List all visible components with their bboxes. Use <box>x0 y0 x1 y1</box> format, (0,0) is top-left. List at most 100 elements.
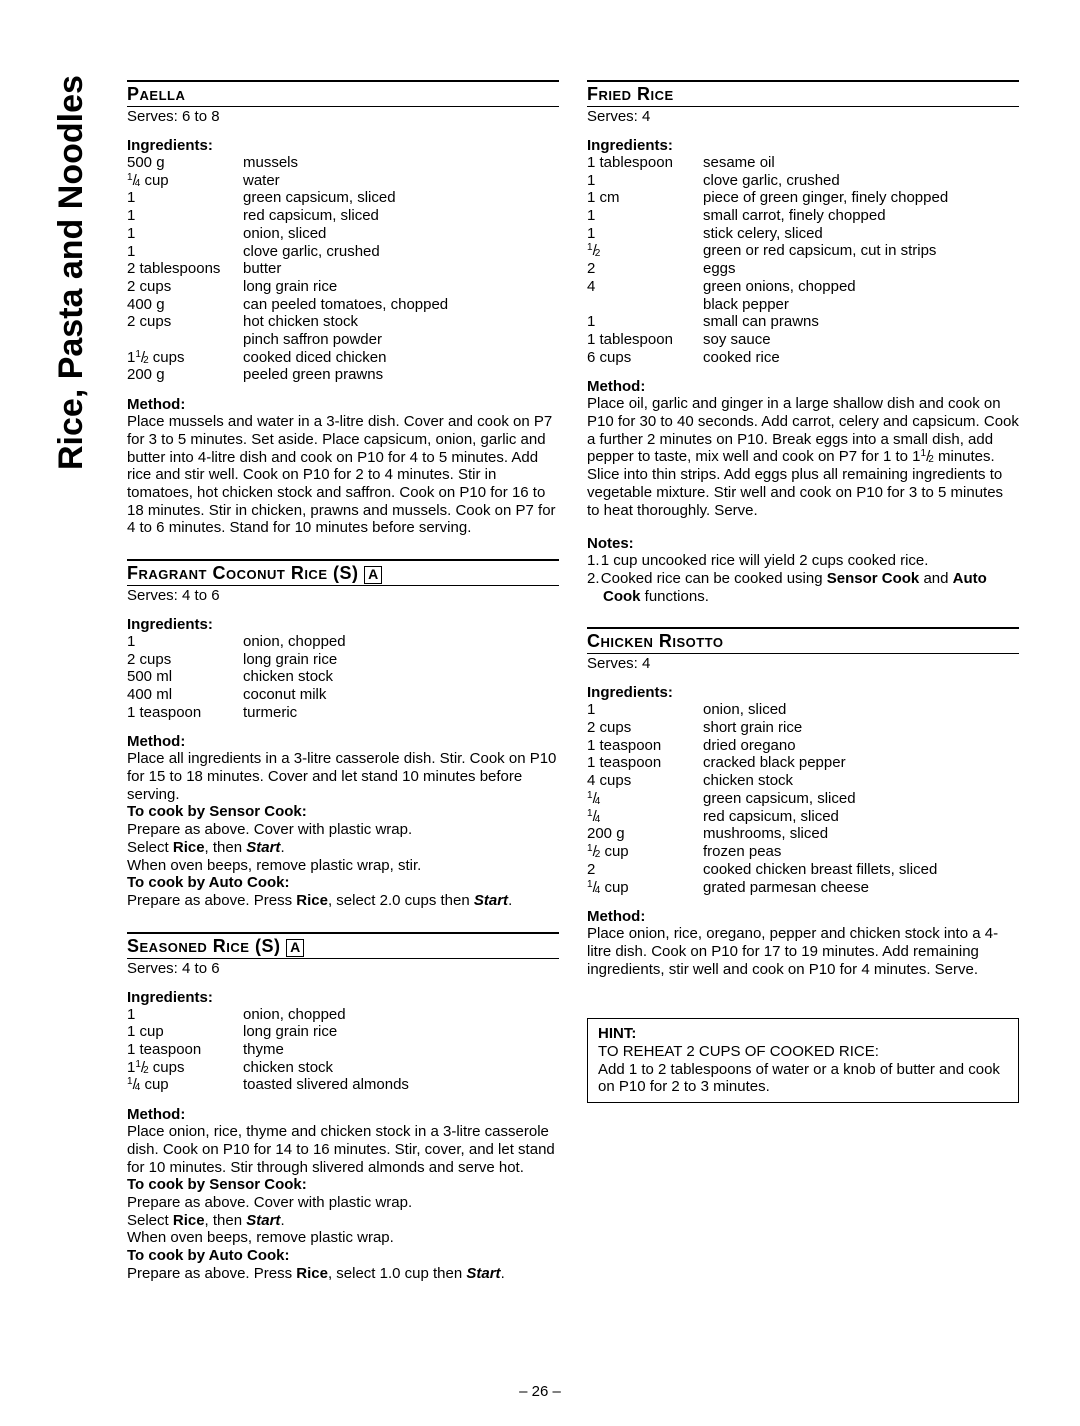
method-line: Prepare as above. Cover with plastic wra… <box>127 821 559 839</box>
ingredients-label: Ingredients: <box>127 616 559 633</box>
ingredient-item: clove garlic, crushed <box>703 172 1019 190</box>
recipe-coconut-rice: Fragrant Coconut Rice (S) A Serves: 4 to… <box>127 559 559 910</box>
ingredient-item: cracked black pepper <box>703 754 1019 772</box>
ingredient-qty: 2 tablespoons <box>127 260 243 278</box>
ingredient-item: long grain rice <box>243 1023 559 1041</box>
hint-line: Add 1 to 2 tablespoons of water or a kno… <box>598 1061 1008 1096</box>
recipe-title: Seasoned Rice (S) A <box>127 936 304 957</box>
title-rule: Seasoned Rice (S) A <box>127 932 559 959</box>
method-text: Place oil, garlic and ginger in a large … <box>587 395 1019 519</box>
side-category-tab: Rice, Pasta and Noodles <box>52 75 91 470</box>
method-label: Method: <box>587 378 1019 395</box>
auto-cook-icon: A <box>364 566 382 584</box>
ingredient-item: long grain rice <box>243 278 559 296</box>
ingredient-item: cooked diced chicken <box>243 349 559 367</box>
ingredient-item: frozen peas <box>703 843 1019 861</box>
auto-cook-icon: A <box>286 939 304 957</box>
ingredient-qty: 4 <box>587 278 703 296</box>
ingredient-item: green onions, chopped <box>703 278 1019 296</box>
ingredients-list: 1onion, chopped2 cupslong grain rice500 … <box>127 633 559 721</box>
hint-line: TO REHEAT 2 CUPS OF COOKED RICE: <box>598 1043 1008 1061</box>
auto-cook-label: To cook by Auto Cook: <box>127 874 559 892</box>
ingredient-item: chicken stock <box>703 772 1019 790</box>
title-rule: Paella <box>127 80 559 107</box>
serves: Serves: 4 <box>587 655 1019 672</box>
ingredient-qty: 1 <box>587 701 703 719</box>
ingredient-qty: 200 g <box>127 366 243 384</box>
serves: Serves: 6 to 8 <box>127 108 559 125</box>
ingredients-label: Ingredients: <box>587 137 1019 154</box>
ingredient-qty: 2 <box>587 861 703 879</box>
ingredient-item: black pepper <box>703 296 1019 314</box>
recipe-paella: Paella Serves: 6 to 8 Ingredients: 500 g… <box>127 80 559 537</box>
ingredient-item: small carrot, finely chopped <box>703 207 1019 225</box>
ingredient-qty: 1 <box>127 189 243 207</box>
ingredients-label: Ingredients: <box>127 137 559 154</box>
ingredient-qty: 1 cm <box>587 189 703 207</box>
ingredient-qty: 1 <box>127 207 243 225</box>
ingredient-qty: 1 teaspoon <box>587 737 703 755</box>
ingredient-item: red capsicum, sliced <box>703 808 1019 826</box>
recipe-title: Fried Rice <box>587 84 674 105</box>
method-line: Place all ingredients in a 3-litre casse… <box>127 750 559 803</box>
ingredient-qty: 1 tablespoon <box>587 154 703 172</box>
method-line: When oven beeps, remove plastic wrap. <box>127 1229 559 1247</box>
ingredient-qty: 1 <box>587 207 703 225</box>
ingredient-item: clove garlic, crushed <box>243 243 559 261</box>
ingredient-item: cooked rice <box>703 349 1019 367</box>
ingredient-item: turmeric <box>243 704 559 722</box>
ingredient-item: long grain rice <box>243 651 559 669</box>
ingredient-qty: 400 ml <box>127 686 243 704</box>
method-paragraph: Place onion, rice, oregano, pepper and c… <box>587 925 1019 978</box>
ingredient-item: hot chicken stock <box>243 313 559 331</box>
ingredients-label: Ingredients: <box>127 989 559 1006</box>
notes-list: 1. 1 cup uncooked rice will yield 2 cups… <box>587 552 1019 605</box>
method-text: Place all ingredients in a 3-litre casse… <box>127 750 559 909</box>
ingredient-item: onion, chopped <box>243 633 559 651</box>
ingredient-item: onion, chopped <box>243 1006 559 1024</box>
method-line: Prepare as above. Press Rice, select 2.0… <box>127 892 559 910</box>
ingredient-qty <box>127 331 243 349</box>
ingredient-item: short grain rice <box>703 719 1019 737</box>
ingredients-label: Ingredients: <box>587 684 1019 701</box>
ingredient-qty: 2 cups <box>127 313 243 331</box>
ingredient-item: green capsicum, sliced <box>243 189 559 207</box>
title-rule: Fragrant Coconut Rice (S) A <box>127 559 559 586</box>
ingredient-item: toasted slivered almonds <box>243 1076 559 1094</box>
ingredient-item: coconut milk <box>243 686 559 704</box>
hint-box: HINT: TO REHEAT 2 CUPS OF COOKED RICE: A… <box>587 1018 1019 1103</box>
method-text: Place mussels and water in a 3-litre dis… <box>127 413 559 537</box>
serves: Serves: 4 to 6 <box>127 587 559 604</box>
ingredient-qty: 2 cups <box>127 278 243 296</box>
ingredient-item: green or red capsicum, cut in strips <box>703 242 1019 260</box>
method-text: Place onion, rice, oregano, pepper and c… <box>587 925 1019 978</box>
ingredient-qty: 500 g <box>127 154 243 172</box>
ingredient-qty: 1 <box>587 313 703 331</box>
ingredient-item: red capsicum, sliced <box>243 207 559 225</box>
sensor-cook-label: To cook by Sensor Cook: <box>127 1176 559 1194</box>
right-column: Fried Rice Serves: 4 Ingredients: 1 tabl… <box>587 80 1019 1304</box>
ingredient-qty: 1/4 cup <box>127 1076 243 1094</box>
ingredient-qty: 400 g <box>127 296 243 314</box>
ingredient-item: can peeled tomatoes, chopped <box>243 296 559 314</box>
ingredient-qty: 2 cups <box>587 719 703 737</box>
ingredient-qty: 1 <box>587 225 703 243</box>
method-paragraph: Place mussels and water in a 3-litre dis… <box>127 413 559 537</box>
recipe-title: Fragrant Coconut Rice (S) A <box>127 563 382 584</box>
recipe-title: Paella <box>127 84 185 105</box>
ingredient-item: peeled green prawns <box>243 366 559 384</box>
recipe-chicken-risotto: Chicken Risotto Serves: 4 Ingredients: 1… <box>587 627 1019 978</box>
ingredient-qty: 11/2 cups <box>127 349 243 367</box>
ingredients-list: 500 gmussels1/4 cupwater1green capsicum,… <box>127 154 559 384</box>
method-paragraph: Place oil, garlic and ginger in a large … <box>587 395 1019 519</box>
ingredient-qty: 1 tablespoon <box>587 331 703 349</box>
recipe-title: Chicken Risotto <box>587 631 724 652</box>
method-line: Select Rice, then Start. <box>127 1212 559 1230</box>
ingredient-qty: 1 <box>127 633 243 651</box>
ingredient-qty: 1/2 cup <box>587 843 703 861</box>
method-text: Place onion, rice, thyme and chicken sto… <box>127 1123 559 1282</box>
ingredient-qty: 500 ml <box>127 668 243 686</box>
serves: Serves: 4 to 6 <box>127 960 559 977</box>
ingredient-item: onion, sliced <box>703 701 1019 719</box>
ingredient-qty: 1 <box>587 172 703 190</box>
